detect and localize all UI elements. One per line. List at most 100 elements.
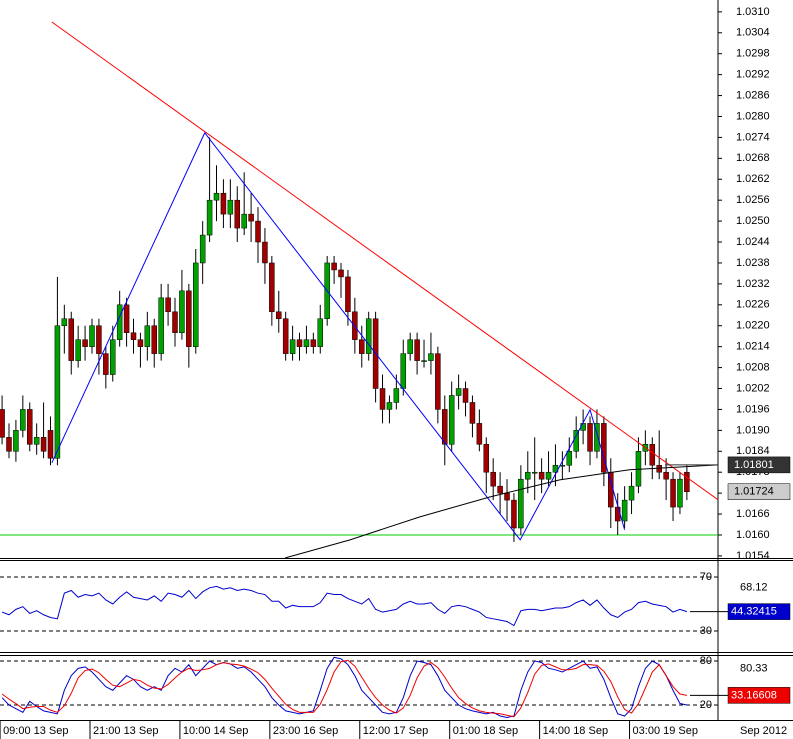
candle-body (317, 318, 324, 347)
y-tick-label: 1.0286 (736, 89, 770, 101)
candle-body (483, 444, 490, 473)
candle-body (130, 332, 137, 340)
candle-body (255, 220, 261, 243)
candle-body (518, 478, 524, 529)
candle-body (338, 269, 344, 278)
candle-body (400, 353, 407, 389)
y-tick-label: 1.0214 (736, 341, 770, 353)
candle-body (116, 304, 123, 340)
y-tick-label: 1.0166 (736, 508, 770, 520)
candle-body (628, 485, 635, 501)
candle-body (68, 318, 74, 361)
candle-body (213, 192, 220, 201)
y-tick-label: 1.0184 (736, 445, 770, 457)
candle-body (352, 311, 358, 340)
candle-body (186, 290, 192, 347)
candle-body (206, 199, 213, 236)
rsi-panel (0, 576, 718, 632)
y-tick-label: 1.0280 (736, 110, 770, 122)
x-tick-label: 23:00 16 Sep (273, 725, 338, 737)
candle-body (0, 409, 5, 438)
axes: 1.0310 1.0304 1.0298 1.0292 1.0286 1.0280 1.02… (0, 6, 791, 739)
candle-body (61, 318, 68, 326)
candle-body (407, 339, 413, 354)
x-tick-label: 09:00 13 Sep (3, 725, 68, 737)
candle-body (504, 492, 510, 501)
y-tick-label: 1.0310 (736, 6, 770, 18)
y-tick-label: 1.0160 (736, 529, 770, 541)
candle-body (6, 437, 12, 452)
price-box-label: 1.01801 (734, 459, 774, 471)
x-tick-label: 03:00 19 Sep (633, 725, 698, 737)
y-tick-label: 1.0262 (736, 173, 770, 185)
candle-body (359, 339, 365, 354)
candle-body (684, 471, 690, 492)
candle-body (345, 276, 351, 313)
x-tick-label: 21:00 13 Sep (93, 725, 158, 737)
candle-body (303, 339, 310, 347)
y-tick-label: 70 (700, 571, 712, 583)
candle-body (172, 311, 178, 333)
candle-body (490, 471, 496, 487)
candle-body (248, 213, 254, 222)
y-tick-label: 1.0226 (736, 299, 770, 311)
value-box (727, 687, 791, 704)
indicator-line (1, 656, 687, 718)
y-tick-label: 1.0292 (736, 69, 770, 81)
candle-body (386, 402, 393, 410)
candle-body (594, 423, 600, 452)
candle-body (497, 485, 503, 494)
candle-body (331, 262, 337, 271)
y-tick-label: 1.0202 (736, 382, 770, 394)
candle-body (234, 199, 241, 229)
candle-body (621, 499, 628, 522)
candle-body (96, 325, 102, 354)
y-tick-label: 1.0190 (736, 424, 770, 436)
candle-body (54, 325, 61, 459)
candle-body (649, 444, 656, 466)
y-tick-label: 1.0256 (736, 194, 770, 206)
y-tick-label: 1.0220 (736, 320, 770, 332)
candle-body (193, 262, 199, 347)
candle-body (587, 423, 593, 452)
candle-body (158, 297, 164, 354)
candle-body (262, 241, 268, 264)
candle-body (179, 290, 185, 333)
y-tick-label: 1.0250 (736, 215, 770, 227)
y-tick-label: 1.0268 (736, 152, 770, 164)
trend-line (284, 464, 718, 558)
candle-body (151, 325, 158, 354)
candle-body (414, 339, 420, 361)
candle-body (442, 409, 448, 445)
y-tick-label: 1.0232 (736, 278, 770, 290)
candle-body (670, 478, 676, 508)
candle-body (103, 353, 109, 375)
candle-body (545, 471, 552, 480)
candle-body (379, 388, 386, 410)
x-tick-label: 10:00 14 Sep (183, 725, 248, 737)
y-tick-label: 1.0304 (736, 27, 770, 39)
x-tick-label: 01:00 18 Sep (453, 725, 518, 737)
price-box (727, 456, 791, 474)
candle-body (82, 339, 88, 347)
candle-body (165, 297, 171, 313)
candle-body (109, 339, 116, 375)
candle-body (137, 339, 144, 347)
value-box (727, 603, 791, 620)
y-tick-label: 1.0154 (736, 550, 770, 562)
candle-body (276, 311, 282, 320)
candle-body (448, 395, 455, 445)
candle-body (677, 478, 683, 508)
candle-body (75, 339, 81, 361)
y-tick-label: 1.0244 (736, 236, 770, 248)
candle-body (531, 471, 538, 474)
candle-body (511, 499, 517, 529)
candle-body (289, 339, 296, 354)
candle-body (282, 318, 289, 354)
candle-body (227, 199, 234, 215)
y-tick-label: 30 (700, 625, 712, 637)
price-box-label: 1.01724 (734, 486, 774, 498)
candle-body (296, 339, 303, 347)
candle-body (428, 353, 434, 361)
